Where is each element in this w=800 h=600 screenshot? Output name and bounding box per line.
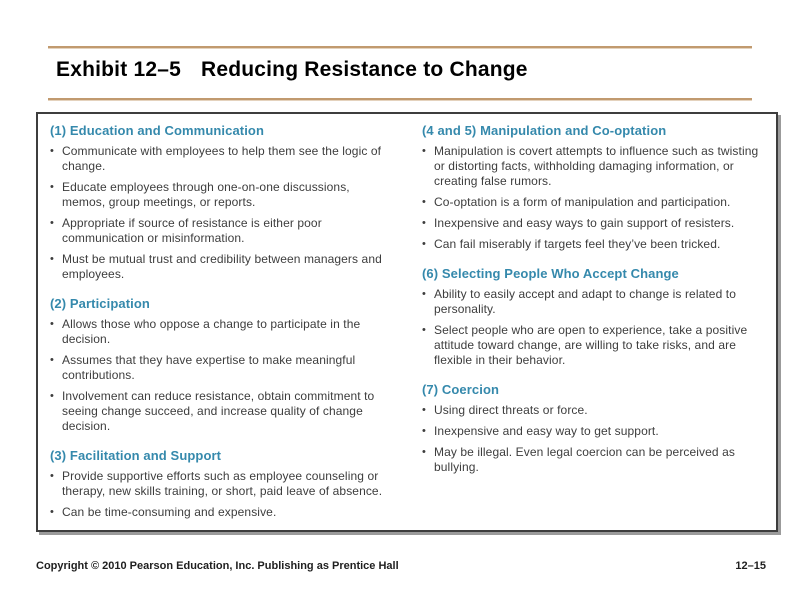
bullet-text: Can be time-consuming and expensive. [62, 505, 277, 519]
list-item: • Provide supportive efforts such as empl… [50, 469, 394, 499]
bullet-icon: • [50, 181, 54, 193]
bullet-text: Select people who are open to experience… [434, 323, 748, 367]
list-item: • Manipulation is covert attempts to infl… [422, 144, 766, 189]
section-facilitation-support: (3) Facilitation and Support • Provide su… [50, 448, 394, 520]
section-manipulation-cooptation: (4 and 5) Manipulation and Co-optation •… [422, 123, 766, 252]
bullet-text: Assumes that they have expertise to make… [62, 353, 356, 382]
bullet-icon: • [422, 425, 426, 437]
list-item: • Can be time-consuming and expensive. [50, 505, 394, 520]
bullet-icon: • [50, 253, 54, 265]
list-item: • Involvement can reduce resistance, obta… [50, 389, 394, 434]
bullet-text: Communicate with employees to help them … [62, 144, 382, 173]
title-rule-top [48, 46, 752, 49]
bullet-icon: • [50, 354, 54, 366]
page-number: 12–15 [735, 560, 766, 572]
bullet-icon: • [50, 506, 54, 518]
bullet-icon: • [50, 318, 54, 330]
list-item: • Assumes that they have expertise to mak… [50, 353, 394, 383]
bullet-text: Co-optation is a form of manipulation an… [434, 195, 731, 209]
bullet-text: Provide supportive efforts such as emplo… [62, 469, 383, 498]
section-education-communication: (1) Education and Communication • Communi… [50, 123, 394, 282]
list-item: • Allows those who oppose a change to par… [50, 317, 394, 347]
bullet-text: Manipulation is covert attempts to influ… [434, 144, 759, 188]
list-item: • Ability to easily accept and adapt to c… [422, 287, 766, 317]
bullet-list: • Using direct threats or force. • Inexpen… [422, 403, 766, 475]
bullet-icon: • [50, 470, 54, 482]
exhibit-label: Exhibit 12–5 [56, 58, 181, 81]
bullet-text: Inexpensive and easy ways to gain suppor… [434, 216, 735, 230]
list-item: • May be illegal. Even legal coercion can… [422, 445, 766, 475]
list-item: • Select people who are open to experienc… [422, 323, 766, 368]
bullet-text: Appropriate if source of resistance is e… [62, 216, 322, 245]
bullet-text: May be illegal. Even legal coercion can … [434, 445, 736, 474]
bullet-icon: • [422, 217, 426, 229]
bullet-list: • Communicate with employees to help them… [50, 144, 394, 282]
bullet-text: Allows those who oppose a change to part… [62, 317, 361, 346]
section-coercion: (7) Coercion • Using direct threats or fo… [422, 382, 766, 475]
list-item: • Communicate with employees to help them… [50, 144, 394, 174]
title-rule-bottom [48, 98, 752, 101]
bullet-icon: • [50, 390, 54, 402]
bullet-icon: • [422, 196, 426, 208]
section-heading: (1) Education and Communication [50, 123, 264, 138]
page-title: Exhibit 12–5 Reducing Resistance to Chang… [56, 58, 528, 82]
column-left: (1) Education and Communication • Communi… [50, 123, 410, 524]
title-text: Reducing Resistance to Change [200, 58, 528, 81]
footer-copyright: Copyright © 2010 Pearson Education, Inc.… [36, 560, 399, 572]
bullet-text: Using direct threats or force. [434, 403, 588, 417]
section-participation: (2) Participation • Allows those who oppo… [50, 296, 394, 434]
bullet-icon: • [50, 145, 54, 157]
list-item: • Using direct threats or force. [422, 403, 766, 418]
bullet-text: Must be mutual trust and credibility bet… [62, 252, 382, 281]
list-item: • Must be mutual trust and credibility be… [50, 252, 394, 282]
bullet-icon: • [422, 145, 426, 157]
bullet-icon: • [422, 288, 426, 300]
section-heading: (6) Selecting People Who Accept Change [422, 266, 679, 281]
bullet-icon: • [422, 446, 426, 458]
bullet-list: • Allows those who oppose a change to par… [50, 317, 394, 434]
bullet-text: Inexpensive and easy way to get support. [434, 424, 659, 438]
bullet-icon: • [422, 238, 426, 250]
bullet-list: • Provide supportive efforts such as empl… [50, 469, 394, 520]
content-box: (1) Education and Communication • Communi… [36, 112, 778, 532]
section-heading: (4 and 5) Manipulation and Co-optation [422, 123, 667, 138]
section-heading: (3) Facilitation and Support [50, 448, 222, 463]
bullet-icon: • [50, 217, 54, 229]
bullet-text: Educate employees through one-on-one dis… [62, 180, 350, 209]
bullet-text: Involvement can reduce resistance, obtai… [62, 389, 375, 433]
bullet-list: • Manipulation is covert attempts to infl… [422, 144, 766, 252]
section-heading: (7) Coercion [422, 382, 500, 397]
bullet-text: Can fail miserably if targets feel they’… [434, 237, 721, 251]
list-item: • Educate employees through one-on-one di… [50, 180, 394, 210]
bullet-list: • Ability to easily accept and adapt to c… [422, 287, 766, 368]
bullet-text: Ability to easily accept and adapt to ch… [434, 287, 736, 316]
list-item: • Co-optation is a form of manipulation a… [422, 195, 766, 210]
column-right: (4 and 5) Manipulation and Co-optation •… [410, 123, 770, 524]
list-item: • Appropriate if source of resistance is … [50, 216, 394, 246]
section-heading: (2) Participation [50, 296, 150, 311]
list-item: • Inexpensive and easy ways to gain suppo… [422, 216, 766, 231]
bullet-icon: • [422, 324, 426, 336]
section-selecting-people: (6) Selecting People Who Accept Change •… [422, 266, 766, 368]
list-item: • Can fail miserably if targets feel they… [422, 237, 766, 252]
list-item: • Inexpensive and easy way to get support… [422, 424, 766, 439]
bullet-icon: • [422, 404, 426, 416]
